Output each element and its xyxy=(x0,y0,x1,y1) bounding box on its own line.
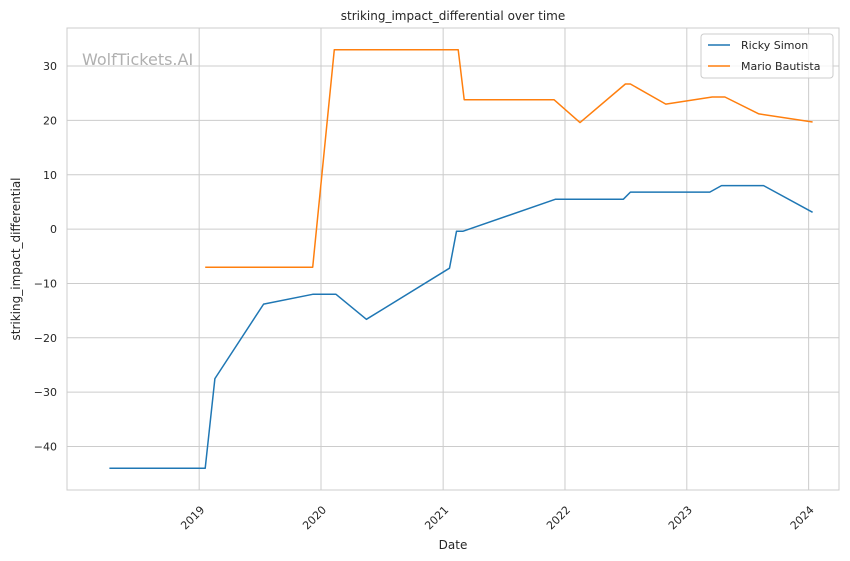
y-axis: −40 −30 −20 −10 0 10 20 30 xyxy=(34,60,57,453)
legend-box xyxy=(700,33,834,79)
y-tick-label: 10 xyxy=(43,169,57,182)
series-line-ricky-simon xyxy=(109,184,813,470)
grid-lines xyxy=(67,28,839,490)
series-lines xyxy=(109,48,813,470)
watermark: WolfTickets.AI xyxy=(82,50,193,69)
y-tick-label: 20 xyxy=(43,114,57,127)
y-axis-label: striking_impact_differential xyxy=(9,177,23,340)
y-tick-label: 30 xyxy=(43,60,57,73)
legend-label-mario-bautista: Mario Bautista xyxy=(741,60,820,73)
legend-label-ricky-simon: Ricky Simon xyxy=(741,39,808,52)
y-tick-label: −40 xyxy=(34,441,57,454)
series-line-mario-bautista xyxy=(205,48,813,268)
y-tick-label: −20 xyxy=(34,332,57,345)
plot-area xyxy=(67,28,839,490)
legend: Ricky Simon Mario Bautista xyxy=(700,33,834,79)
y-tick-label: −30 xyxy=(34,386,57,399)
y-tick-label: 0 xyxy=(50,223,57,236)
y-tick-label: −10 xyxy=(34,277,57,290)
chart-title: striking_impact_differential over time xyxy=(341,9,566,23)
x-axis-label: Date xyxy=(439,538,468,552)
plot-frame xyxy=(66,27,840,491)
